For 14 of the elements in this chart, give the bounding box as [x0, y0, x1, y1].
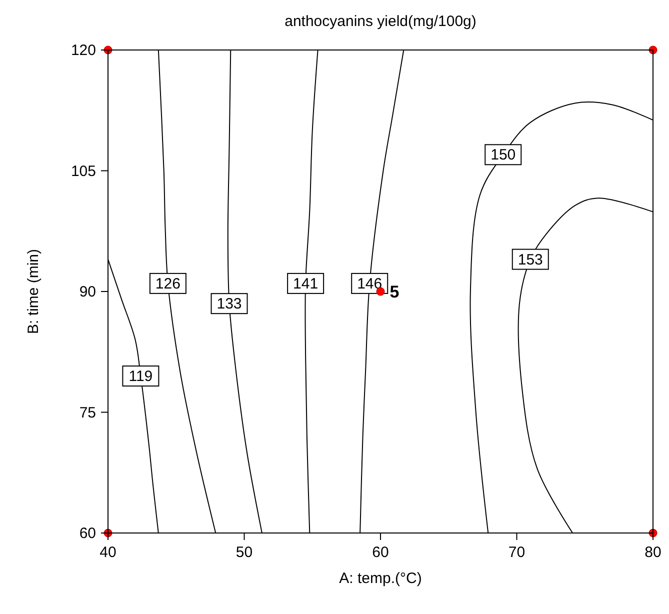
x-axis-title: A: temp.(°C) [339, 570, 422, 587]
x-tick-label: 80 [644, 544, 662, 561]
x-tick-label: 40 [100, 544, 116, 561]
y-tick-label: 60 [79, 525, 96, 542]
y-tick-label: 120 [70, 42, 96, 59]
chart-title: anthocyanins yield(mg/100g) [284, 13, 476, 30]
annotation: 5 [390, 282, 400, 302]
y-tick-label: 90 [79, 284, 96, 300]
y-tick-label: 75 [79, 404, 96, 422]
x-tick-label: 70 [508, 544, 526, 561]
y-axis-title: B: time (min) [25, 248, 42, 334]
y-tick-label: 105 [70, 162, 96, 180]
x-tick-label: 60 [372, 544, 389, 561]
x-tick-label: 50 [236, 544, 253, 561]
